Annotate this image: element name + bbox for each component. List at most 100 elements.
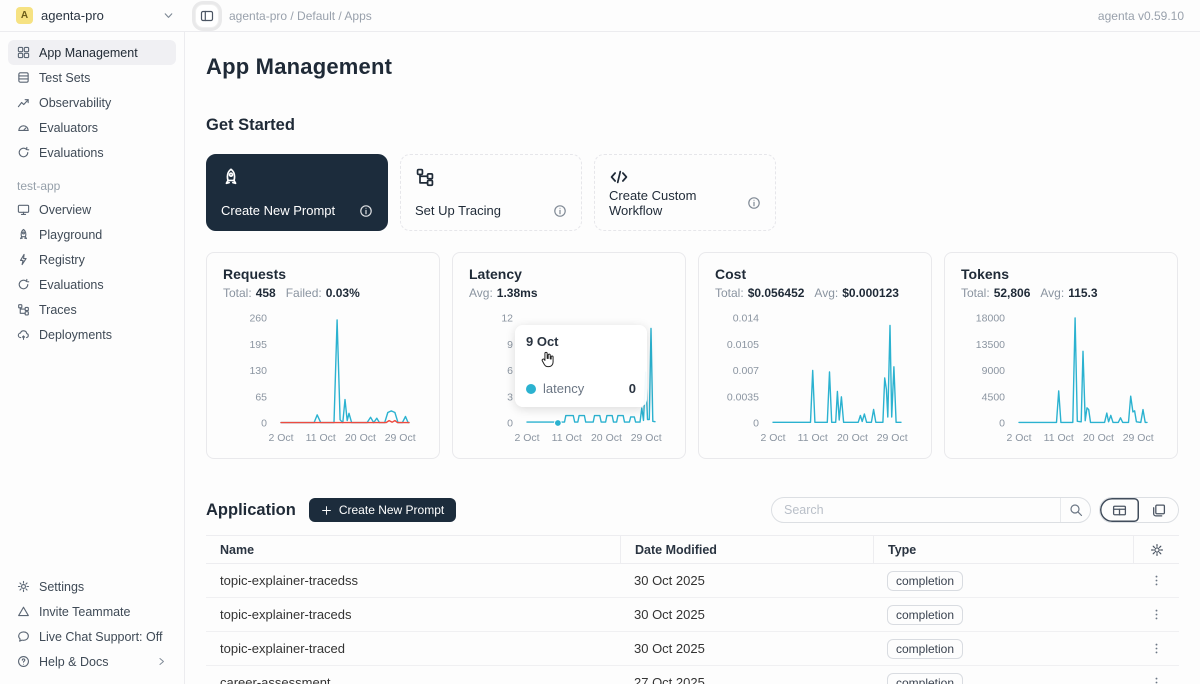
sidebar-item-label: Deployments	[39, 327, 112, 342]
metrics-charts: Requests Total: 458 Failed: 0.03% 260 195 130…	[206, 252, 1179, 459]
app-name-cell: topic-explainer-traceds	[220, 607, 352, 622]
sidebar-item-live-chat-support[interactable]: Live Chat Support: Off	[8, 624, 176, 649]
stat-value: $0.056452	[747, 286, 805, 300]
topbar: A agenta-pro agenta-pro / Default / Apps…	[0, 0, 1200, 32]
svg-text:0: 0	[261, 418, 267, 430]
row-menu-button[interactable]	[1133, 642, 1179, 655]
sidebar-item-help-docs[interactable]: Help & Docs	[8, 649, 176, 674]
column-header-name[interactable]: Name	[220, 542, 255, 557]
chart-title: Latency	[469, 266, 522, 282]
svg-text:9000: 9000	[982, 365, 1006, 377]
app-name-cell: career-assessment	[220, 675, 331, 684]
chart-plot: 18000 13500 9000 4500 02 Oct 11 Oct 20 Oct 29 O…	[976, 313, 1154, 445]
sidebar-item-registry[interactable]: Registry	[8, 247, 176, 272]
sidebar-item-settings[interactable]: Settings	[8, 574, 176, 599]
grid-icon	[17, 46, 30, 59]
svg-text:11 Oct: 11 Oct	[798, 432, 828, 444]
date-modified-cell: 27 Oct 2025	[634, 675, 705, 684]
monitor-icon	[17, 203, 30, 216]
chart-stats: Avg: 1.38ms	[469, 286, 669, 300]
stat-value: 52,806	[993, 286, 1031, 300]
workspace-selector[interactable]: A agenta-pro	[0, 7, 185, 24]
search-icon[interactable]	[1060, 498, 1090, 522]
table-row[interactable]: topic-explainer-traced 30 Oct 2025 complet…	[206, 632, 1179, 666]
sidebar-item-traces[interactable]: Traces	[8, 297, 176, 322]
column-settings-button[interactable]	[1133, 536, 1179, 563]
create-new-prompt-button[interactable]: Create New Prompt	[308, 498, 457, 522]
sidebar-item-label: Live Chat Support: Off	[39, 629, 163, 644]
sidebar-item-evaluators[interactable]: Evaluators	[8, 115, 176, 140]
info-icon[interactable]	[747, 196, 761, 210]
type-cell: completion	[873, 673, 1133, 684]
stat-value: 115.3	[1068, 286, 1098, 300]
svg-text:20 Oct: 20 Oct	[1083, 432, 1114, 444]
column-header-date-modified[interactable]: Date Modified	[620, 536, 873, 563]
svg-text:11 Oct: 11 Oct	[1044, 432, 1074, 444]
chart-title: Tokens	[961, 266, 1009, 282]
sidebar-item-observability[interactable]: Observability	[8, 90, 176, 115]
tooltip-series-label: latency	[543, 381, 585, 396]
chart-title: Cost	[715, 266, 747, 282]
svg-text:11 Oct: 11 Oct	[306, 432, 336, 444]
sidebar-item-invite-teammate[interactable]: Invite Teammate	[8, 599, 176, 624]
table-row[interactable]: career-assessment 27 Oct 2025 completion	[206, 666, 1179, 684]
refresh-circle-icon	[17, 146, 30, 159]
row-menu-button[interactable]	[1133, 608, 1179, 621]
svg-text:20 Oct: 20 Oct	[837, 432, 868, 444]
series-dot-icon	[526, 383, 536, 394]
application-title: Application	[206, 500, 296, 519]
table-view-button[interactable]	[1100, 498, 1139, 522]
question-circle-icon	[17, 655, 30, 668]
column-header-type[interactable]: Type	[873, 536, 1133, 563]
breadcrumb[interactable]: agenta-pro / Default / Apps	[229, 8, 372, 23]
card-view-button[interactable]	[1139, 498, 1178, 522]
table-header: Name Date Modified Type	[206, 536, 1179, 564]
workspace-avatar: A	[16, 7, 33, 24]
type-cell: completion	[873, 605, 1133, 625]
sidebar-toggle-icon	[200, 9, 214, 23]
sidebar-item-overview[interactable]: Overview	[8, 197, 176, 222]
chart-figure: 0.014 0.0105 0.007 0.0035 0 2 Oct 11 Oct 20 Oct…	[715, 310, 915, 445]
create-new-prompt-card[interactable]: Create New Prompt	[206, 154, 388, 231]
sidebar-item-playground[interactable]: Playground	[8, 222, 176, 247]
table-row[interactable]: topic-explainer-traceds 30 Oct 2025 comple…	[206, 598, 1179, 632]
table-view-icon	[1112, 503, 1127, 518]
svg-text:29 Oct: 29 Oct	[631, 432, 662, 444]
sidebar-item-app-management[interactable]: App Management	[8, 40, 176, 65]
svg-text:0: 0	[999, 418, 1005, 430]
set-up-tracing-card[interactable]: Set Up Tracing	[400, 154, 582, 231]
stat-label: Avg:	[814, 286, 839, 300]
sidebar-item-label: Settings	[39, 579, 85, 594]
refresh-circle-icon	[17, 278, 30, 291]
sidebar-item-evaluations[interactable]: Evaluations	[8, 140, 176, 165]
chart-plot: 260 195 130 65 02 Oct 11 Oct 20 Oct 29 Oct	[249, 313, 415, 445]
sidebar-item-deployments[interactable]: Deployments	[8, 322, 176, 347]
card-label: Create New Prompt	[221, 203, 336, 218]
svg-text:0.014: 0.014	[733, 313, 759, 325]
sidebar-toggle-button[interactable]	[195, 3, 219, 28]
app-name-cell: topic-explainer-tracedss	[220, 573, 359, 588]
tooltip-value: 0	[628, 381, 636, 396]
sidebar-item-evaluations-project[interactable]: Evaluations	[8, 272, 176, 297]
tooltip-date: 9 Oct	[526, 334, 559, 349]
create-custom-workflow-card[interactable]: Create Custom Workflow	[594, 154, 776, 231]
svg-text:20 Oct: 20 Oct	[591, 432, 622, 444]
row-menu-button[interactable]	[1133, 676, 1179, 684]
type-badge: completion	[887, 639, 964, 659]
get-started-title: Get Started	[206, 116, 295, 134]
sidebar-item-label: Observability	[39, 95, 112, 110]
chart-title: Requests	[223, 266, 287, 282]
table-row[interactable]: topic-explainer-tracedss 30 Oct 2025 compl…	[206, 564, 1179, 598]
dots-vertical-icon	[1150, 608, 1163, 621]
stat-label: Failed:	[285, 286, 322, 300]
search-input[interactable]	[772, 503, 1060, 517]
chart-stats: Total: 458 Failed: 0.03%	[223, 286, 423, 300]
dots-vertical-icon	[1150, 676, 1163, 684]
svg-text:2 Oct: 2 Oct	[268, 432, 293, 444]
info-icon[interactable]	[553, 204, 567, 218]
sidebar-item-test-sets[interactable]: Test Sets	[8, 65, 176, 90]
get-started-cards: Create New Prompt Set Up Tracing Create …	[206, 154, 1179, 231]
sidebar: App Management Test Sets Observability E…	[0, 32, 185, 684]
row-menu-button[interactable]	[1133, 574, 1179, 587]
info-icon[interactable]	[359, 204, 373, 218]
